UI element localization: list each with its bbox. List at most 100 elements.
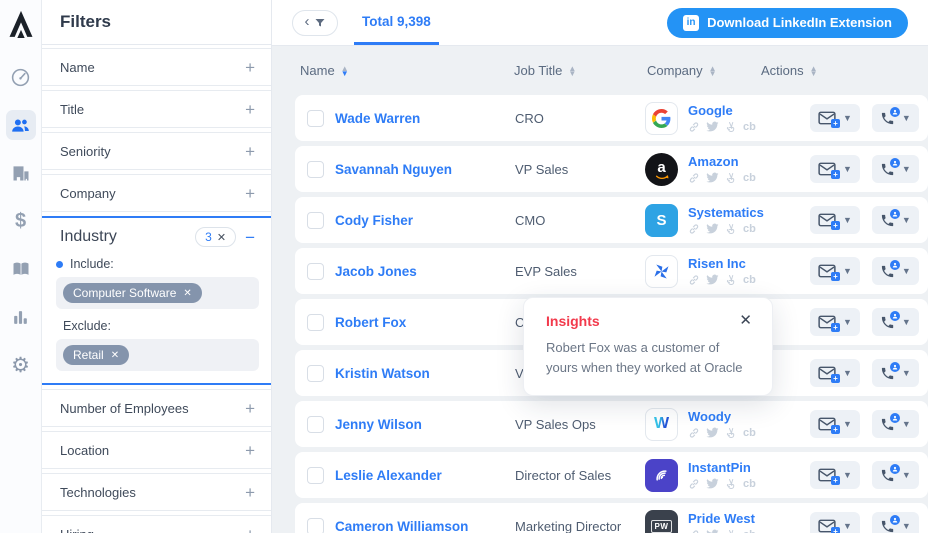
angellist-icon[interactable] [725, 223, 737, 235]
email-action-button[interactable]: + ▼ [810, 206, 860, 234]
row-checkbox[interactable] [307, 160, 324, 178]
nav-settings-icon[interactable]: ⚙ [11, 353, 30, 377]
nav-dashboard-icon[interactable] [6, 62, 36, 92]
expand-plus-icon[interactable]: + [245, 526, 255, 533]
column-header[interactable]: Company ▲ ▼ [647, 63, 761, 78]
crunchbase-icon[interactable]: cb [743, 120, 756, 133]
row-checkbox[interactable] [307, 517, 324, 533]
call-action-button[interactable]: ▼ [871, 359, 919, 387]
email-action-button[interactable]: + ▼ [810, 512, 860, 533]
expand-plus-icon[interactable]: + [245, 183, 255, 203]
company-name-link[interactable]: Woody [688, 409, 732, 424]
filter-item[interactable]: Hiring + [42, 515, 271, 533]
angellist-icon[interactable] [725, 172, 737, 184]
email-action-button[interactable]: + ▼ [810, 257, 860, 285]
angellist-icon[interactable] [725, 274, 737, 286]
column-header[interactable]: Actions ▲ ▼ [761, 63, 928, 78]
person-name-link[interactable]: Kristin Watson [335, 365, 430, 381]
email-action-button[interactable]: + ▼ [810, 104, 860, 132]
company-name-link[interactable]: Systematics [688, 205, 764, 220]
company-name-link[interactable]: Pride West [688, 511, 755, 526]
row-checkbox[interactable] [307, 466, 324, 484]
website-link-icon[interactable] [688, 529, 700, 533]
download-linkedin-extension-button[interactable]: in Download LinkedIn Extension [667, 7, 908, 38]
expand-plus-icon[interactable]: + [245, 482, 255, 502]
call-action-button[interactable]: ▼ [871, 104, 919, 132]
filter-item[interactable]: Technologies + [42, 473, 271, 511]
person-name-link[interactable]: Robert Fox [335, 314, 407, 330]
row-checkbox[interactable] [307, 415, 324, 433]
apollo-logo-icon[interactable] [8, 10, 34, 40]
filter-item[interactable]: Location + [42, 431, 271, 469]
twitter-icon[interactable] [706, 273, 719, 286]
call-action-button[interactable]: ▼ [871, 410, 919, 438]
person-name-link[interactable]: Leslie Alexander [335, 467, 442, 483]
person-name-link[interactable]: Cody Fisher [335, 212, 414, 228]
sort-icon[interactable]: ▲ ▼ [340, 63, 349, 78]
website-link-icon[interactable] [688, 478, 700, 490]
crunchbase-icon[interactable]: cb [743, 426, 756, 439]
industry-count-badge[interactable]: 3 ✕ [195, 227, 237, 247]
call-action-button[interactable]: ▼ [871, 461, 919, 489]
website-link-icon[interactable] [688, 427, 700, 439]
twitter-icon[interactable] [706, 426, 719, 439]
website-link-icon[interactable] [688, 172, 700, 184]
nav-playbooks-icon[interactable] [6, 254, 36, 284]
person-name-link[interactable]: Wade Warren [335, 110, 421, 126]
website-link-icon[interactable] [688, 274, 700, 286]
crunchbase-icon[interactable]: cb [743, 529, 756, 533]
filter-item[interactable]: Number of Employees + [42, 389, 271, 427]
exclude-tag-remove-icon[interactable]: ✕ [110, 349, 120, 361]
tab-total[interactable]: Total 9,398 [354, 0, 439, 45]
filter-item[interactable]: Name + [42, 48, 271, 86]
twitter-icon[interactable] [706, 528, 719, 533]
expand-plus-icon[interactable]: + [245, 398, 255, 418]
include-tag-remove-icon[interactable]: ✕ [183, 287, 192, 299]
company-name-link[interactable]: Google [688, 103, 733, 118]
row-checkbox[interactable] [307, 262, 324, 280]
company-name-link[interactable]: InstantPin [688, 460, 751, 475]
website-link-icon[interactable] [688, 121, 700, 133]
industry-clear-icon[interactable]: ✕ [216, 231, 227, 244]
column-header[interactable]: Name ▲ ▼ [300, 63, 514, 78]
nav-companies-icon[interactable] [6, 158, 36, 188]
sort-icon[interactable]: ▲ ▼ [708, 63, 717, 78]
nav-analytics-icon[interactable] [6, 302, 36, 332]
company-name-link[interactable]: Risen Inc [688, 256, 746, 271]
twitter-icon[interactable] [706, 171, 719, 184]
expand-plus-icon[interactable]: + [245, 141, 255, 161]
person-name-link[interactable]: Cameron Williamson [335, 518, 469, 533]
sort-icon[interactable]: ▲ ▼ [809, 63, 818, 78]
email-action-button[interactable]: + ▼ [810, 359, 860, 387]
email-action-button[interactable]: + ▼ [810, 308, 860, 336]
angellist-icon[interactable] [725, 121, 737, 133]
twitter-icon[interactable] [706, 120, 719, 133]
call-action-button[interactable]: ▼ [871, 155, 919, 183]
nav-people-icon[interactable] [5, 110, 36, 140]
person-name-link[interactable]: Savannah Nguyen [335, 161, 453, 177]
person-name-link[interactable]: Jacob Jones [335, 263, 417, 279]
twitter-icon[interactable] [706, 477, 719, 490]
column-header[interactable]: Job Title ▲ ▼ [514, 63, 647, 78]
insights-close-icon[interactable]: ✕ [739, 312, 752, 329]
filter-item[interactable]: Title + [42, 90, 271, 128]
crunchbase-icon[interactable]: cb [743, 222, 756, 235]
crunchbase-icon[interactable]: cb [743, 273, 756, 286]
exclude-tag-input[interactable]: Retail ✕ [56, 339, 259, 371]
angellist-icon[interactable] [725, 427, 737, 439]
email-action-button[interactable]: + ▼ [810, 410, 860, 438]
expand-plus-icon[interactable]: + [245, 99, 255, 119]
call-action-button[interactable]: ▼ [871, 308, 919, 336]
company-name-link[interactable]: Amazon [688, 154, 739, 169]
angellist-icon[interactable] [725, 478, 737, 490]
row-checkbox[interactable] [307, 364, 324, 382]
call-action-button[interactable]: ▼ [871, 257, 919, 285]
twitter-icon[interactable] [706, 222, 719, 235]
sort-icon[interactable]: ▲ ▼ [568, 63, 577, 78]
nav-deals-icon[interactable]: $ [14, 209, 27, 232]
email-action-button[interactable]: + ▼ [810, 461, 860, 489]
call-action-button[interactable]: ▼ [871, 512, 919, 533]
expand-plus-icon[interactable]: + [245, 440, 255, 460]
collapse-filters-button[interactable]: ‹ [292, 9, 338, 36]
crunchbase-icon[interactable]: cb [743, 171, 756, 184]
